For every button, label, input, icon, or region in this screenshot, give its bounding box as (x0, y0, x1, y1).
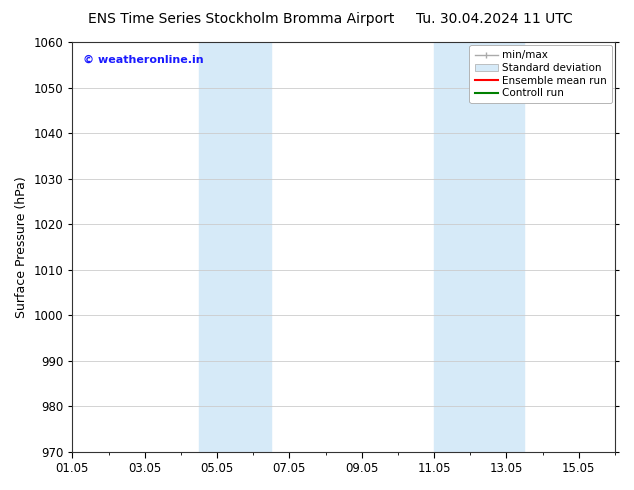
Text: Tu. 30.04.2024 11 UTC: Tu. 30.04.2024 11 UTC (416, 12, 573, 26)
Bar (199, 42, 271, 452)
Legend: min/max, Standard deviation, Ensemble mean run, Controll run: min/max, Standard deviation, Ensemble me… (469, 45, 612, 103)
Bar (434, 42, 524, 452)
Text: ENS Time Series Stockholm Bromma Airport: ENS Time Series Stockholm Bromma Airport (87, 12, 394, 26)
Y-axis label: Surface Pressure (hPa): Surface Pressure (hPa) (15, 176, 28, 318)
Text: © weatheronline.in: © weatheronline.in (83, 54, 204, 64)
